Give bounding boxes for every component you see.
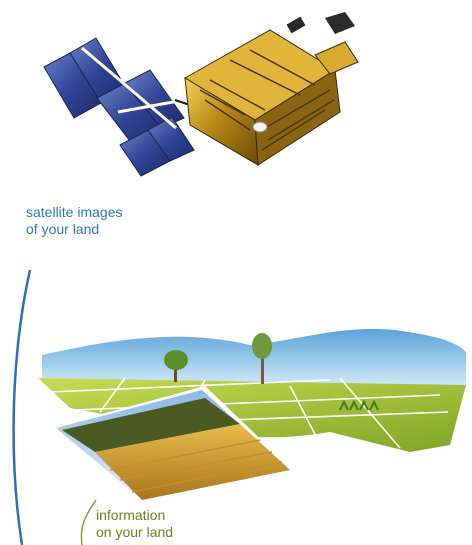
satellite-caption-line-1: satellite images [26, 204, 123, 220]
crops-icon [339, 399, 379, 411]
satellite-body [184, 12, 359, 166]
tree-icon [164, 350, 188, 382]
tree-icon [252, 333, 272, 384]
land-caption: information on your land [96, 507, 173, 541]
decorative-arc [12, 269, 32, 545]
land-caption-line-1: information [96, 507, 166, 523]
satellite-caption-line-2: of your land [26, 221, 100, 237]
satellite-illustration [43, 12, 359, 177]
callout-line [80, 499, 97, 545]
land-caption-line-2: on your land [96, 524, 174, 540]
wheat-field-photo [50, 386, 295, 505]
satellite-caption: satellite images of your land [26, 204, 123, 238]
solar-panel-array [43, 37, 195, 177]
landscape-illustration [38, 328, 466, 505]
